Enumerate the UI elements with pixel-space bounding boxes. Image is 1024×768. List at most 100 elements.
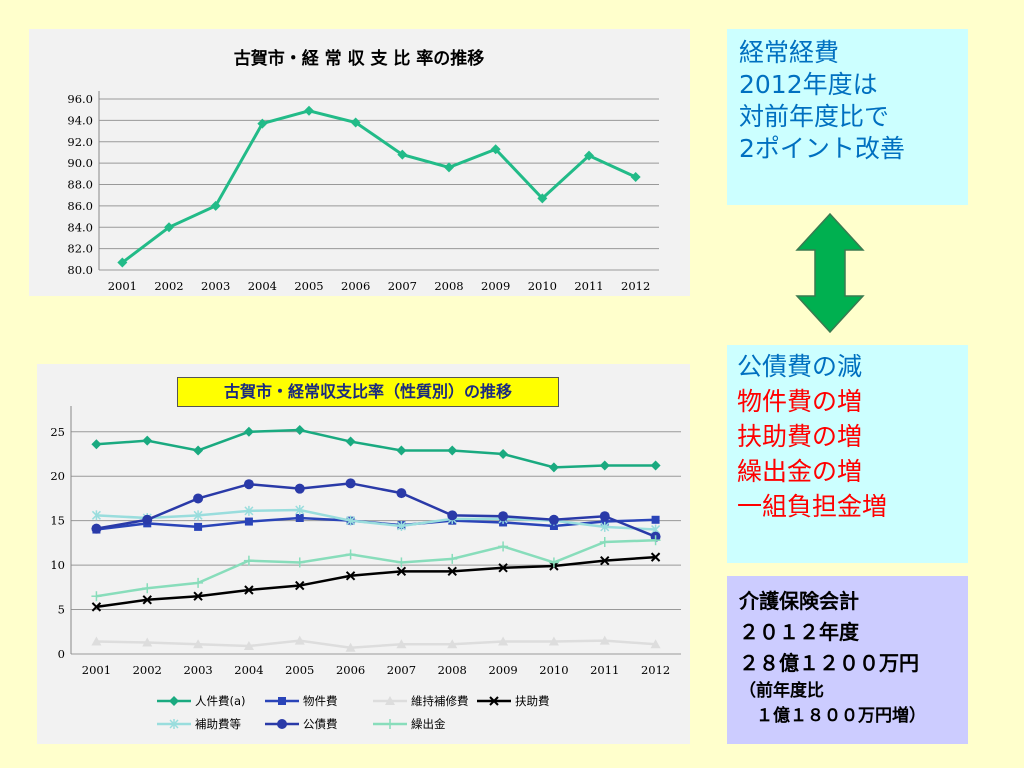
summary-line: 2ポイント改善 bbox=[739, 134, 905, 163]
data-point bbox=[498, 541, 509, 552]
series-line bbox=[96, 555, 656, 609]
x-tick-label: 2004 bbox=[234, 663, 263, 677]
data-point bbox=[498, 449, 509, 459]
chart1-svg: 古賀市・経 常 収 支 比 率の推移 80.0 82.0 84.0 86.0 88.0 9… bbox=[67, 48, 659, 293]
series-line bbox=[96, 639, 656, 650]
data-point bbox=[193, 445, 204, 456]
data-point bbox=[600, 521, 610, 532]
data-point bbox=[117, 257, 128, 268]
data-point bbox=[599, 537, 610, 547]
factors-box: 公債費の減 物件費の増 扶助費の増 繰出金の増 一組負担金増 bbox=[727, 345, 968, 563]
x-tick-label: 2012 bbox=[641, 663, 670, 677]
x-tick-label: 2009 bbox=[481, 279, 510, 293]
factor-line: 繰出金の増 bbox=[737, 457, 863, 486]
factor-line: 一組負担金増 bbox=[737, 492, 888, 521]
data-point bbox=[193, 510, 203, 521]
y-tick-label: 10 bbox=[50, 558, 65, 572]
insurance-line: ２０１２年度 bbox=[739, 620, 859, 644]
y-tick-label: 94.0 bbox=[67, 113, 93, 127]
data-point bbox=[142, 435, 153, 446]
legend-entry: 物件費 bbox=[265, 694, 338, 708]
y-tick-label: 96.0 bbox=[67, 92, 93, 106]
legend-label: 人件費(a) bbox=[195, 694, 246, 708]
y-tick-label: 90.0 bbox=[67, 156, 93, 170]
data-point bbox=[498, 511, 509, 522]
data-point bbox=[600, 517, 609, 526]
data-point bbox=[444, 162, 454, 173]
legend-marker bbox=[385, 719, 395, 729]
data-point bbox=[91, 510, 101, 521]
x-tick-label: 2001 bbox=[82, 663, 111, 677]
data-point bbox=[548, 514, 559, 525]
legend-entry: 繰出金 bbox=[373, 717, 446, 731]
data-point bbox=[304, 105, 314, 116]
factor-line: 公債費の減 bbox=[737, 352, 863, 381]
data-point bbox=[548, 557, 559, 568]
insurance-box: 介護保険会計 ２０１２年度 ２８億１２００万円 （前年度比 １億１８００万円増） bbox=[727, 576, 968, 744]
series-line bbox=[121, 109, 637, 264]
x-tick-label: 2011 bbox=[590, 663, 619, 677]
data-point bbox=[244, 585, 254, 595]
summary-line: 2012年度は bbox=[739, 70, 878, 99]
data-point bbox=[345, 478, 356, 489]
data-point bbox=[447, 639, 458, 649]
data-point bbox=[548, 636, 559, 646]
data-point bbox=[396, 521, 406, 531]
data-point bbox=[91, 523, 102, 534]
x-tick-label: 2001 bbox=[108, 279, 137, 293]
data-point bbox=[345, 642, 356, 652]
legend-entry: 公債費 bbox=[265, 717, 338, 731]
x-tick-label: 2011 bbox=[574, 279, 603, 293]
data-point bbox=[257, 118, 268, 129]
x-tick-label: 2002 bbox=[133, 663, 162, 677]
data-point bbox=[193, 493, 204, 504]
x-tick-label: 2003 bbox=[183, 663, 212, 677]
factor-line: 物件費の増 bbox=[737, 387, 863, 416]
data-point bbox=[490, 144, 501, 155]
x-tick-label: 2007 bbox=[387, 663, 416, 677]
series-line bbox=[96, 538, 656, 598]
x-tick-label: 2010 bbox=[539, 663, 568, 677]
x-tick-label: 2006 bbox=[336, 663, 365, 677]
x-tick-label: 2004 bbox=[248, 279, 277, 293]
data-point bbox=[345, 549, 356, 560]
data-point bbox=[650, 639, 661, 649]
data-point bbox=[651, 515, 660, 524]
factor-line: 扶助費の増 bbox=[737, 422, 863, 451]
y-tick-label: 25 bbox=[50, 425, 65, 439]
y-tick-label: 82.0 bbox=[67, 242, 93, 256]
legend-marker bbox=[489, 696, 499, 706]
legend-marker bbox=[169, 696, 179, 706]
data-point bbox=[142, 514, 153, 525]
data-point bbox=[142, 637, 153, 647]
summary-box: 経常経費 2012年度は 対前年度比で 2ポイント改善 bbox=[727, 29, 968, 205]
legend-label: 物件費 bbox=[303, 694, 338, 708]
chart2-title: 古賀市・経常収支比率（性質別）の推移 bbox=[177, 377, 559, 407]
data-point bbox=[345, 436, 356, 447]
data-point bbox=[447, 553, 458, 564]
data-point bbox=[599, 460, 610, 471]
series-line bbox=[96, 508, 656, 531]
insurance-note: （前年度比 bbox=[739, 681, 824, 701]
x-tick-label: 2006 bbox=[341, 279, 370, 293]
data-point bbox=[295, 514, 304, 522]
x-tick-label: 2005 bbox=[294, 279, 323, 293]
legend-entry: 扶助費 bbox=[477, 694, 550, 708]
legend-marker bbox=[278, 697, 286, 705]
data-point bbox=[294, 425, 305, 435]
data-point bbox=[396, 445, 407, 456]
insurance-note: １億１８００万円増） bbox=[739, 706, 926, 726]
data-point bbox=[244, 517, 253, 526]
data-point bbox=[630, 172, 641, 183]
legend-label: 扶助費 bbox=[515, 694, 550, 708]
legend-entry: 補助費等 bbox=[157, 717, 241, 731]
x-tick-label: 2009 bbox=[488, 663, 517, 677]
data-point bbox=[549, 522, 558, 530]
series-line bbox=[96, 482, 657, 538]
data-point bbox=[91, 591, 102, 602]
chart2-svg: 0 5 10 15 20 25 2001 2002 2003 2004 2005 2006 2007 20… bbox=[50, 406, 681, 731]
data-point bbox=[243, 479, 254, 490]
data-point bbox=[498, 636, 509, 646]
data-point bbox=[584, 150, 594, 161]
legend-label: 補助費等 bbox=[195, 717, 241, 731]
